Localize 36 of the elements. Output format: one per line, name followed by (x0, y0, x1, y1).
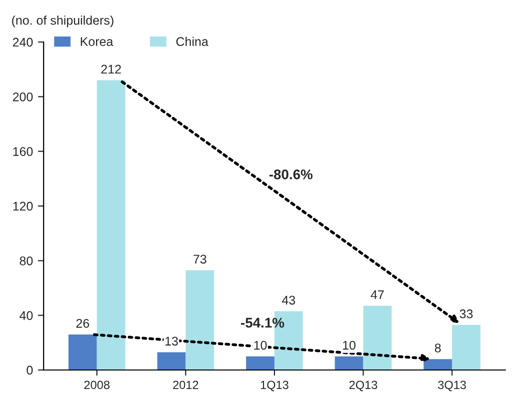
data-label: 13 (165, 336, 178, 346)
y-tick-label: 80 (20, 256, 33, 266)
data-label: 10 (343, 340, 356, 350)
bar (246, 356, 274, 370)
x-tick-label: 2008 (84, 380, 110, 390)
y-tick-label: 120 (13, 202, 33, 211)
annotation: -80.6% (269, 170, 313, 180)
y-tick-label: 240 (12, 38, 33, 47)
bar (68, 334, 97, 370)
y-tick-label: 40 (20, 311, 33, 320)
x-tick-label: 3Q13 (438, 380, 466, 392)
bar (363, 306, 392, 370)
data-label: 33 (460, 309, 473, 318)
annotation: -54.1% (241, 318, 284, 328)
legend-label: China (176, 36, 208, 46)
y-axis-title: (no. of shipuilders) (12, 16, 114, 28)
x-tick-label: 2012 (173, 380, 198, 390)
data-label: 26 (76, 318, 90, 328)
data-label: 8 (434, 344, 441, 352)
data-label: 10 (254, 340, 267, 350)
bar (186, 270, 214, 370)
data-label: 47 (370, 290, 384, 300)
y-tick-label: 200 (12, 92, 33, 102)
x-tick-label: 1Q13 (260, 380, 288, 392)
data-label: 43 (282, 296, 296, 305)
data-label: 212 (101, 64, 121, 74)
bar (334, 356, 364, 370)
x-tick-label: 2Q13 (349, 380, 378, 392)
y-tick-label: 0 (26, 366, 33, 375)
bar (157, 352, 186, 370)
legend-label: Korea (80, 37, 114, 46)
data-label: 73 (194, 254, 206, 264)
y-tick-label: 160 (13, 147, 33, 156)
bar (452, 324, 480, 370)
bar (424, 359, 452, 370)
bar (96, 80, 126, 370)
